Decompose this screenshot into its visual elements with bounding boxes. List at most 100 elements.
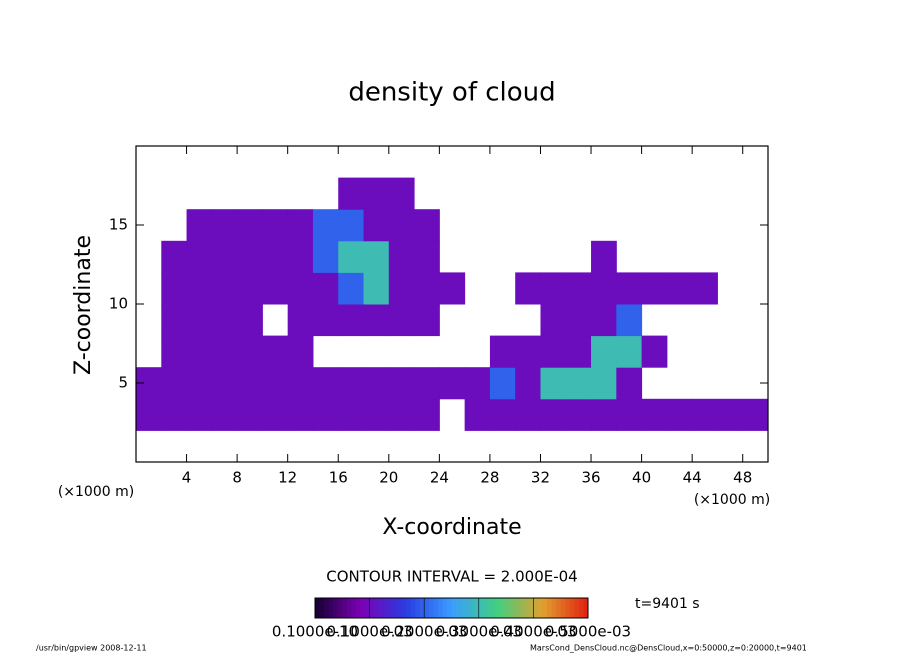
colorbar-swatch	[487, 598, 493, 618]
cell	[616, 398, 643, 431]
cell	[211, 398, 238, 431]
y-tick-label: 10	[109, 295, 128, 313]
cell	[717, 398, 744, 431]
colorbar-label: 0.1000e-10	[272, 623, 358, 641]
cell	[540, 272, 567, 305]
colorbar-swatch	[515, 598, 521, 618]
cell	[591, 398, 617, 431]
colorbar-label: 0.5000e-03	[545, 623, 631, 641]
cell	[338, 304, 365, 337]
colorbar-swatch	[433, 598, 439, 618]
colorbar-swatch	[333, 598, 339, 618]
colorbar-swatch	[519, 598, 525, 618]
cell	[540, 367, 567, 400]
cell	[388, 209, 415, 242]
cell	[565, 398, 592, 431]
x-tick-label: 4	[182, 469, 192, 487]
colorbar-swatch	[406, 598, 412, 618]
cell	[262, 367, 289, 400]
colorbar-swatch	[478, 598, 484, 618]
colorbar-swatch	[528, 598, 534, 618]
cell	[439, 367, 466, 400]
colorbar-swatch	[355, 598, 361, 618]
cell	[591, 335, 617, 368]
cell	[237, 272, 263, 305]
colorbar-swatch	[324, 598, 330, 618]
cell	[489, 367, 516, 400]
cell	[186, 304, 213, 337]
colorbar-swatch	[319, 598, 325, 618]
cell	[161, 240, 188, 273]
colorbar-swatch	[451, 598, 457, 618]
cell	[338, 272, 365, 305]
cell	[287, 367, 314, 400]
cell	[464, 367, 491, 400]
x-axis-label: X-coordinate	[382, 515, 521, 540]
contour-note: CONTOUR INTERVAL = 2.000E-04	[326, 568, 577, 586]
cell	[186, 272, 213, 305]
cell	[641, 335, 668, 368]
colorbar-swatch	[342, 598, 348, 618]
chart-title: density of cloud	[348, 78, 555, 108]
cell	[338, 398, 365, 431]
y-axis-label: Z-coordinate	[71, 235, 96, 375]
colorbar-swatch	[446, 598, 452, 618]
cell	[641, 398, 668, 431]
cell	[237, 240, 263, 273]
x-tick-label: 24	[430, 469, 449, 487]
cell	[591, 304, 617, 337]
colorbar-swatch	[437, 598, 443, 618]
colorbar-swatch	[369, 598, 375, 618]
cell	[287, 304, 314, 337]
cell	[540, 335, 567, 368]
colorbar-swatch	[578, 598, 584, 618]
colorbar-swatch	[469, 598, 475, 618]
y-tick-label: 5	[118, 374, 128, 392]
colorbar-swatch	[556, 598, 562, 618]
colorbar-swatch	[456, 598, 462, 618]
cell	[439, 272, 466, 305]
cell	[388, 398, 415, 431]
colorbar-swatch	[378, 598, 384, 618]
colorbar-swatch	[501, 598, 507, 618]
cell	[186, 398, 213, 431]
cell	[616, 367, 643, 400]
cell	[414, 304, 440, 337]
cell	[186, 240, 213, 273]
cell	[666, 272, 693, 305]
cell	[312, 304, 339, 337]
cell	[338, 209, 365, 242]
cell	[262, 272, 289, 305]
colorbar-label: 0.2000e-03	[381, 623, 467, 641]
colorbar-swatch	[474, 598, 480, 618]
cell	[565, 304, 592, 337]
colorbar-swatch	[492, 598, 498, 618]
cell	[616, 335, 643, 368]
cell	[287, 398, 314, 431]
cell	[237, 398, 263, 431]
footer: MarsCond_DensCloud.nc@DensCloud,x=0:5000…	[530, 644, 807, 653]
cell	[616, 304, 643, 337]
time-label: t=9401 s	[635, 596, 700, 612]
cell	[287, 335, 314, 368]
cell	[262, 240, 289, 273]
x-tick-label: 48	[733, 469, 752, 487]
x-tick-label: 32	[531, 469, 550, 487]
x-unit: (×1000 m)	[58, 484, 134, 500]
footer: /usr/bin/gpview 2008-12-11	[36, 644, 147, 653]
colorbar-swatch	[337, 598, 343, 618]
cell	[186, 209, 213, 242]
cell	[591, 367, 617, 400]
colorbar-swatch	[392, 598, 398, 618]
colorbar-swatch	[583, 598, 589, 618]
cell	[515, 398, 541, 431]
colorbar-label: 0.4000e-03	[490, 623, 576, 641]
cell	[312, 398, 339, 431]
cell	[338, 240, 365, 273]
x-tick-label: 8	[232, 469, 242, 487]
x-tick-label: 40	[632, 469, 651, 487]
colorbar-swatch	[415, 598, 421, 618]
colorbar-swatch	[483, 598, 489, 618]
colorbar-swatch	[442, 598, 448, 618]
colorbar-swatch	[565, 598, 571, 618]
